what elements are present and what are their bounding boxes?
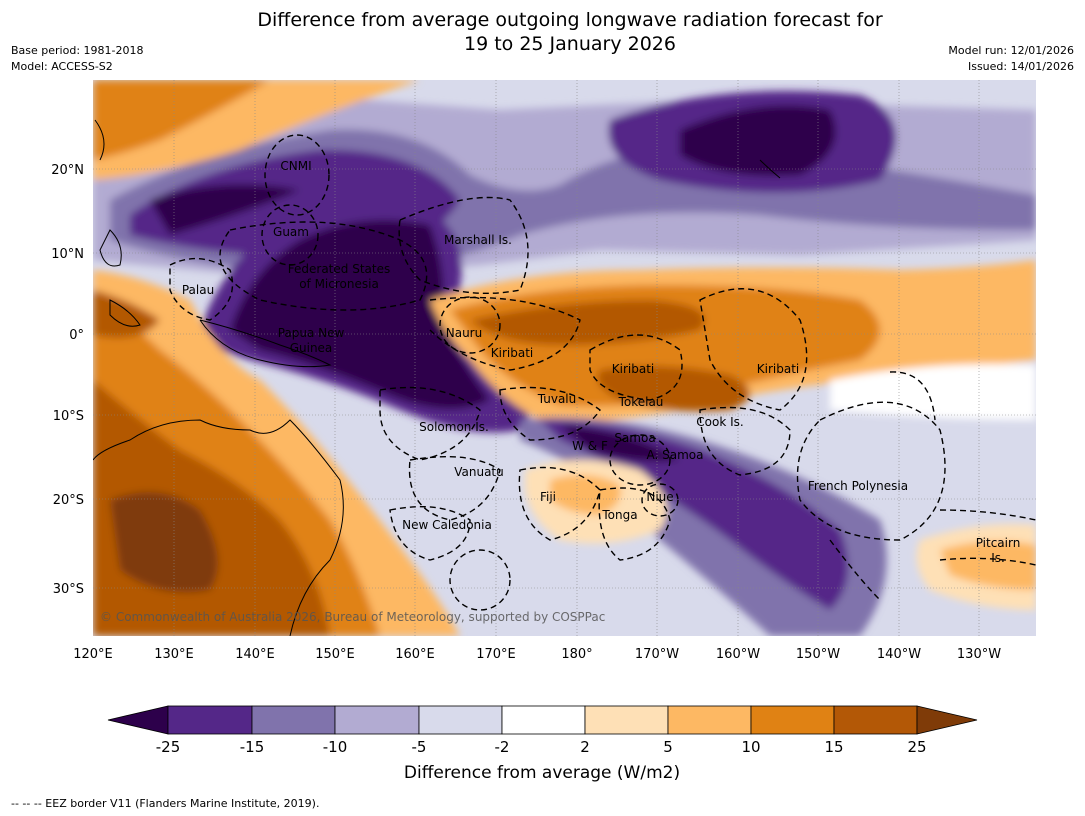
colorbar-segment: [584, 705, 669, 735]
lon-label: 160°W: [716, 647, 760, 662]
label-nauru: Nauru: [446, 326, 482, 340]
colorbar-tick: 2: [580, 738, 590, 756]
label-american-samoa: A. Samoa: [647, 448, 704, 462]
map-area: © Commonwealth of Australia 2026, Bureau…: [93, 80, 1036, 636]
colorbar-arrow-right: [916, 705, 978, 735]
label-tuvalu: Tuvalu: [537, 392, 577, 406]
colorbar-tick: -25: [156, 738, 181, 756]
label-cook-islands: Cook Is.: [696, 415, 743, 429]
title-line-2: 19 to 25 January 2026: [464, 33, 676, 55]
lon-label: 130°W: [957, 647, 1001, 662]
anomaly-field: [93, 80, 1036, 636]
label-new-caledonia: New Caledonia: [402, 518, 492, 532]
colorbar-tick: -2: [495, 738, 510, 756]
lat-label: 20°N: [51, 163, 84, 178]
colorbar-title: Difference from average (W/m2): [404, 763, 680, 783]
label-png-line1: Papua New: [278, 326, 345, 340]
meta-left: Base period: 1981-2018 Model: ACCESS-S2: [11, 43, 143, 75]
label-palau: Palau: [182, 283, 214, 297]
lon-label: 140°E: [235, 647, 275, 662]
label-pitcairn-line2: Is.: [991, 551, 1005, 565]
colorbar-segment: [251, 705, 336, 735]
lon-axis-labels: 120°E 130°E 140°E 150°E 160°E 170°E 180°…: [73, 647, 1001, 662]
label-fsm-line2: of Micronesia: [299, 277, 379, 291]
eez-footnote: -- -- -- EEZ border V11 (Flanders Marine…: [11, 797, 320, 810]
lon-label: 150°W: [796, 647, 840, 662]
region-labels: CNMI Guam Marshall Is. Federated States …: [182, 159, 1020, 565]
map-title: Difference from average outgoing longwav…: [0, 8, 1085, 56]
lat-label: 20°S: [53, 493, 84, 508]
lon-label: 130°E: [154, 647, 194, 662]
colorbar-tick: 15: [824, 738, 843, 756]
meta-right: Model run: 12/01/2026 Issued: 14/01/2026: [948, 43, 1074, 75]
issued-date: Issued: 14/01/2026: [967, 60, 1074, 73]
label-fsm-line1: Federated States: [288, 262, 390, 276]
label-tonga: Tonga: [601, 508, 637, 522]
colorbar-arrow-left: [107, 705, 169, 735]
lat-label: 0°: [69, 328, 84, 343]
colorbar-segment: [501, 705, 586, 735]
lon-label: 140°W: [877, 647, 921, 662]
colorbar-tick: 25: [907, 738, 926, 756]
label-cnmi: CNMI: [280, 159, 311, 173]
base-period: Base period: 1981-2018: [11, 44, 144, 57]
copyright-notice: © Commonwealth of Australia 2026, Bureau…: [100, 610, 605, 624]
colorbar-segment: [750, 705, 835, 735]
label-wallis-futuna: W & F: [572, 439, 608, 453]
title-line-1: Difference from average outgoing longwav…: [257, 9, 883, 31]
colorbar-segment: [418, 705, 503, 735]
lat-axis-labels: 20°N 10°N 0° 10°S 20°S 30°S: [51, 163, 84, 597]
label-fiji: Fiji: [540, 490, 556, 504]
lon-label: 180°: [561, 647, 592, 662]
colorbar-tick: 10: [741, 738, 760, 756]
label-niue: Niue: [646, 490, 673, 504]
lat-label: 10°N: [51, 247, 84, 262]
lat-label: 10°S: [53, 409, 84, 424]
coastlines: [93, 119, 781, 636]
lon-label: 170°E: [476, 647, 516, 662]
lon-label: 160°E: [395, 647, 435, 662]
lat-label: 30°S: [53, 582, 84, 597]
colorbar-tick: -5: [412, 738, 427, 756]
lon-label: 170°W: [635, 647, 679, 662]
label-french-polynesia: French Polynesia: [808, 479, 908, 493]
label-vanuatu: Vanuatu: [454, 465, 504, 479]
label-kiribati-central: Kiribati: [612, 362, 654, 376]
lon-label: 150°E: [315, 647, 355, 662]
colorbar: -25 -15 -10 -5 -2 2 5 10 15 25 Differenc…: [107, 705, 978, 783]
label-kiribati-east: Kiribati: [757, 362, 799, 376]
colorbar-segment: [334, 705, 420, 735]
colorbar-segment: [833, 705, 918, 735]
label-marshall-islands: Marshall Is.: [444, 233, 512, 247]
label-pitcairn-line1: Pitcairn: [976, 536, 1021, 550]
model-name: Model: ACCESS-S2: [11, 60, 113, 73]
colorbar-tick: -15: [240, 738, 265, 756]
eez-borders: [169, 134, 1036, 611]
label-guam: Guam: [273, 225, 309, 239]
colorbar-tick: -10: [323, 738, 348, 756]
colorbar-segment: [167, 705, 253, 735]
label-kiribati-west: Kiribati: [491, 346, 533, 360]
label-tokelau: Tokelau: [618, 395, 664, 409]
colorbar-segment: [667, 705, 752, 735]
label-samoa: Samoa: [614, 431, 655, 445]
label-png-line2: Guinea: [290, 341, 333, 355]
label-solomon-islands: Solomon Is.: [419, 420, 489, 434]
lon-label: 120°E: [73, 647, 113, 662]
colorbar-tick: 5: [663, 738, 673, 756]
model-run: Model run: 12/01/2026: [948, 44, 1074, 57]
graticule: [93, 80, 1036, 636]
